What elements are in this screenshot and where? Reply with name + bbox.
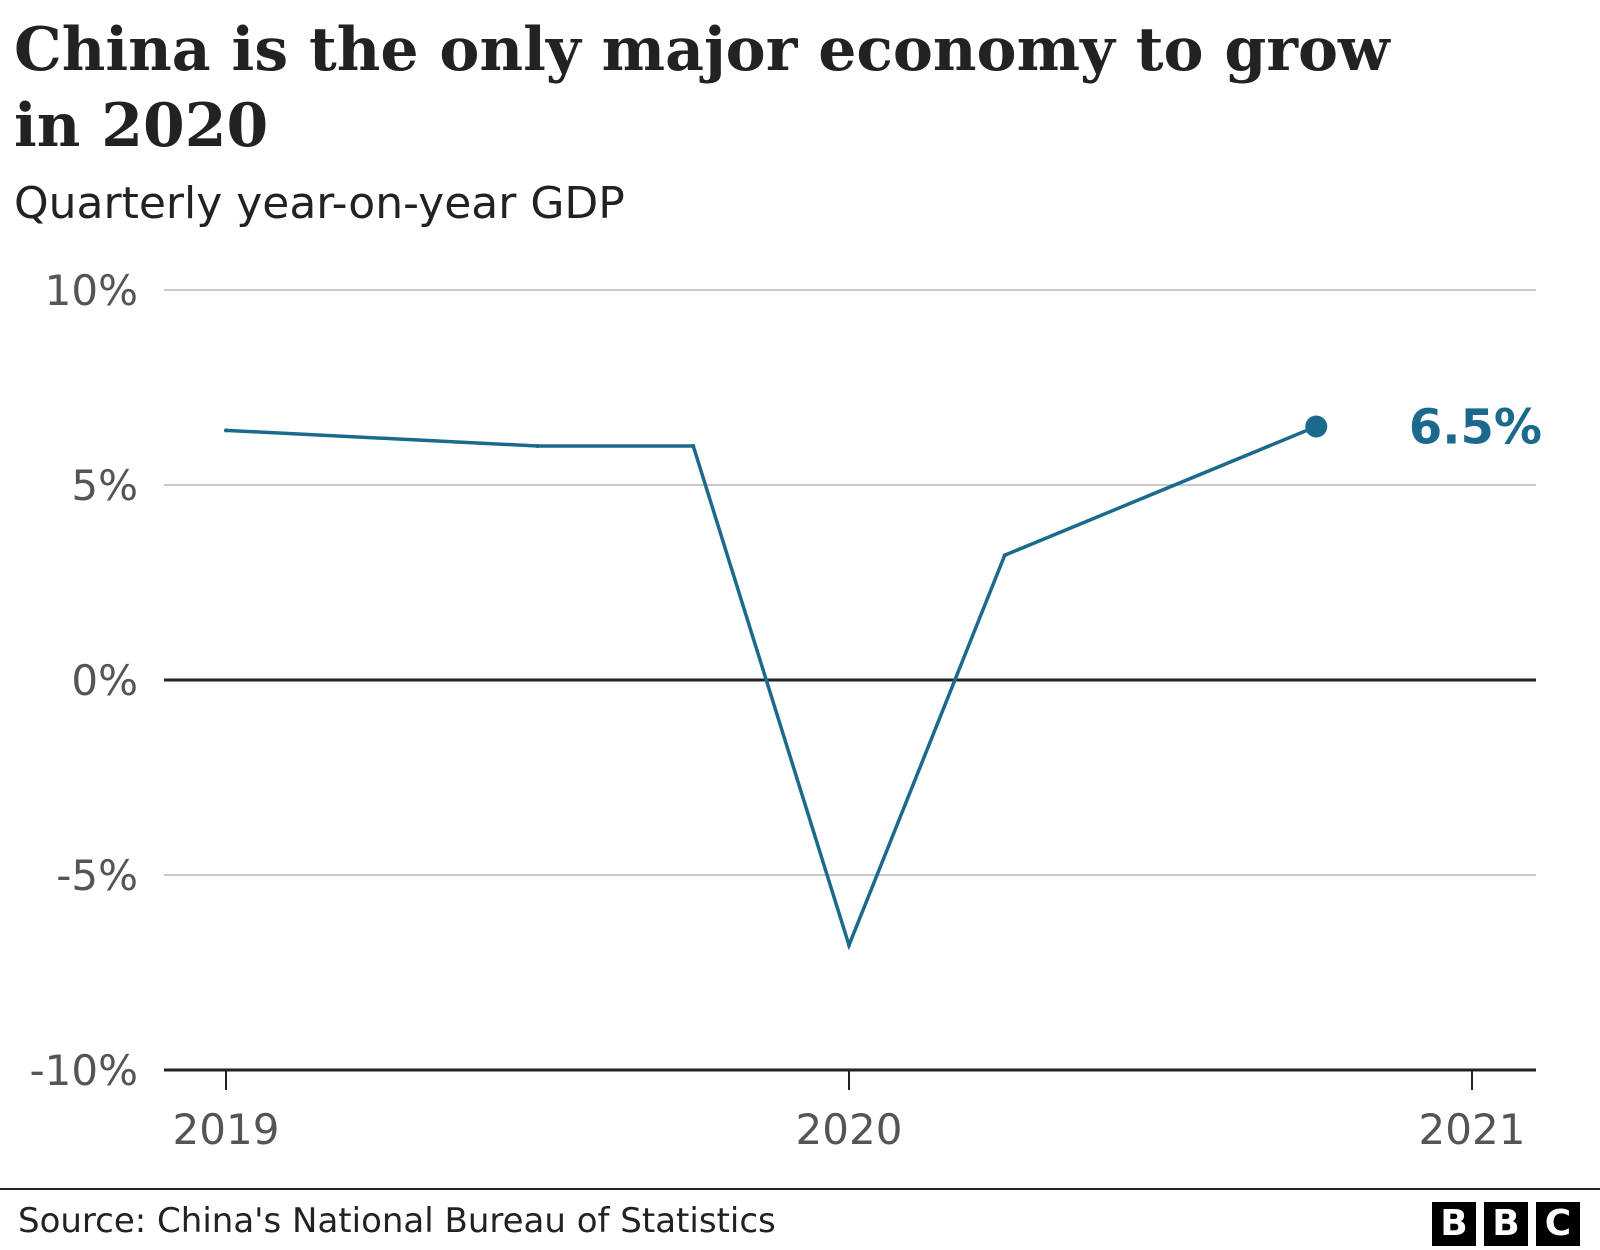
- gridlines: [164, 289, 1536, 1072]
- bbc-logo-letter: B: [1484, 1202, 1528, 1246]
- data-point: [691, 444, 696, 448]
- x-tick-label: 2021: [1419, 1105, 1526, 1154]
- annotations: 6.5%: [1305, 400, 1542, 456]
- latest-point-marker: [1305, 415, 1328, 438]
- data-point: [535, 444, 540, 448]
- x-tick-label: 2019: [173, 1105, 280, 1154]
- y-tick-label: 5%: [71, 461, 138, 510]
- y-tick-label: -10%: [29, 1046, 138, 1095]
- bbc-logo: B B C: [1432, 1202, 1580, 1246]
- footer-divider: [0, 1188, 1600, 1190]
- x-axis-ticks: 2019 2020 2021: [173, 1070, 1526, 1154]
- gdp-line: [225, 424, 1317, 951]
- y-tick-label: 0%: [71, 656, 138, 705]
- chart-subtitle: Quarterly year-on-year GDP: [14, 178, 625, 229]
- data-point: [224, 428, 228, 433]
- y-tick-label: 10%: [45, 266, 138, 315]
- line-chart: -10% -5% 0% 5% 10% 2019 2020 2021 6.5%: [29, 266, 1542, 1154]
- y-axis-ticks: -10% -5% 0% 5% 10%: [29, 266, 138, 1095]
- data-point: [847, 943, 851, 948]
- y-tick-label: -5%: [56, 851, 138, 900]
- latest-value-label: 6.5%: [1409, 400, 1542, 456]
- x-tick-label: 2020: [796, 1105, 903, 1154]
- chart-title: China is the only major economy to grow …: [14, 15, 1390, 161]
- data-point: [1002, 553, 1007, 558]
- gdp-series: [224, 424, 1319, 951]
- bbc-logo-letter: B: [1432, 1202, 1476, 1246]
- bbc-logo-letter: C: [1536, 1202, 1580, 1246]
- source-note: Source: China's National Bureau of Stati…: [18, 1201, 776, 1241]
